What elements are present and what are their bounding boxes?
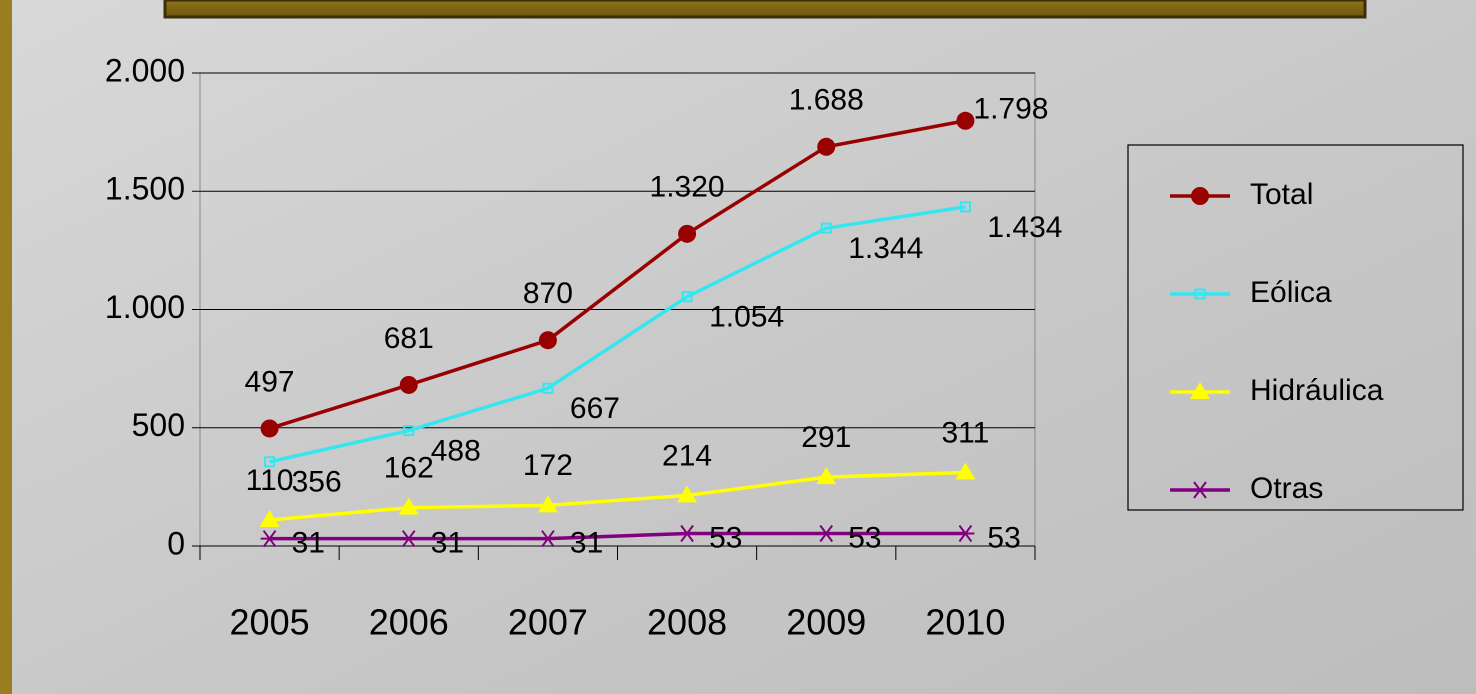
data-point — [538, 530, 557, 548]
data-label: 497 — [245, 365, 295, 398]
data-label: 1.434 — [987, 211, 1062, 244]
legend-label: Total — [1250, 178, 1313, 211]
series-line — [269, 119, 966, 431]
x-tick-label: 2007 — [508, 602, 588, 643]
data-point — [817, 524, 836, 543]
data-point — [260, 530, 279, 548]
data-label: 311 — [942, 416, 990, 449]
data-point — [681, 291, 693, 303]
data-point — [264, 456, 276, 468]
data-point — [403, 425, 415, 437]
x-tick-label: 2008 — [647, 602, 727, 643]
data-point — [816, 467, 837, 485]
legend-box — [1127, 144, 1464, 511]
data-point — [260, 419, 279, 438]
x-tick-label: 2006 — [369, 602, 449, 643]
data-label: 1.688 — [789, 84, 864, 117]
data-point — [537, 495, 558, 513]
series-line — [269, 470, 966, 522]
legend-label: Eólica — [1250, 276, 1332, 309]
asterisk-stroke — [680, 524, 694, 543]
data-point — [817, 137, 836, 156]
data-point — [542, 382, 554, 394]
asterisk-stroke — [541, 530, 555, 548]
y-tick-label: 1.500 — [105, 171, 185, 207]
data-label: 53 — [709, 521, 742, 554]
data-label: 1.798 — [973, 93, 1048, 126]
legend-marker — [1190, 382, 1210, 399]
data-label: 1.344 — [848, 232, 923, 265]
legend-label: Otras — [1250, 472, 1323, 505]
data-label: 356 — [292, 466, 342, 499]
y-tick-label: 0 — [167, 525, 185, 561]
data-point — [678, 524, 697, 543]
series-line — [269, 205, 966, 464]
title-bar — [163, 0, 1367, 19]
data-label: 53 — [848, 521, 881, 554]
data-label: 667 — [570, 392, 620, 425]
data-label: 31 — [292, 527, 325, 560]
legend-marker — [1191, 187, 1209, 205]
data-label: 1.320 — [650, 171, 725, 204]
data-point — [398, 497, 419, 515]
data-point — [959, 201, 971, 213]
asterisk-stroke — [819, 524, 834, 543]
data-label: 870 — [523, 277, 573, 310]
x-tick-label: 2005 — [230, 602, 310, 643]
data-label: 172 — [523, 449, 573, 482]
asterisk-stroke — [262, 530, 277, 548]
data-point — [956, 111, 975, 130]
data-label: 291 — [801, 421, 851, 454]
data-label: 31 — [431, 527, 464, 560]
legend-marker — [1194, 288, 1206, 300]
data-label: 162 — [384, 452, 434, 485]
asterisk-stroke — [1193, 481, 1207, 499]
series-line — [269, 531, 966, 541]
data-point — [956, 524, 975, 543]
y-tick-label: 2.000 — [105, 52, 185, 88]
data-point — [955, 462, 976, 480]
data-point — [259, 509, 280, 527]
legend-marker — [1191, 481, 1209, 499]
background — [12, 0, 1476, 694]
x-tick-label: 2010 — [925, 602, 1005, 643]
data-label: 53 — [987, 521, 1020, 554]
data-label: 488 — [431, 435, 481, 468]
data-point — [538, 331, 557, 350]
data-point — [399, 375, 418, 394]
asterisk-stroke — [958, 524, 973, 543]
data-label: 31 — [570, 527, 603, 560]
asterisk-stroke — [401, 530, 416, 548]
y-tick-label: 500 — [132, 407, 185, 443]
data-point — [677, 485, 698, 503]
data-label: 110 — [246, 464, 294, 497]
y-tick-label: 1.000 — [105, 289, 185, 325]
data-label: 1.054 — [709, 301, 784, 334]
data-point — [399, 530, 418, 548]
data-label: 214 — [662, 439, 712, 472]
data-point — [678, 224, 697, 243]
data-point — [820, 222, 832, 234]
data-label: 681 — [384, 322, 434, 355]
legend-label: Hidráulica — [1250, 374, 1384, 407]
x-tick-label: 2009 — [786, 602, 866, 643]
